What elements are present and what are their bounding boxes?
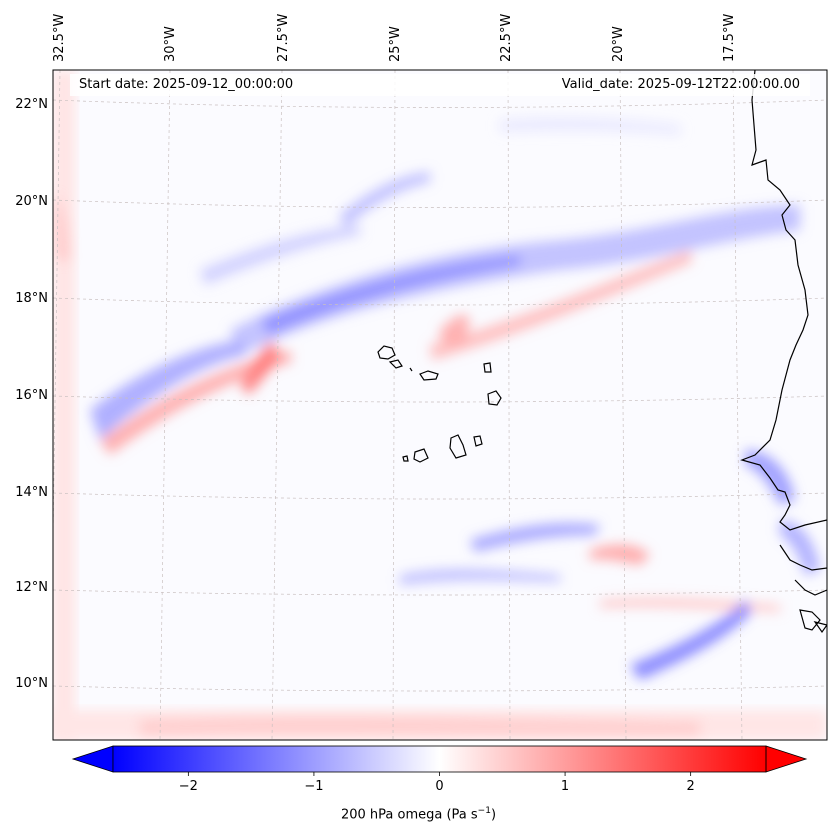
gridlines (53, 70, 827, 740)
lat-label-14n: 14°N (15, 485, 48, 500)
lon-label-22-5w: 22.5°W (499, 13, 514, 62)
lat-label-22n: 22°N (15, 97, 48, 112)
lon-label-25w: 25°W (388, 26, 403, 62)
colorbar-high-extend (765, 745, 808, 773)
lon-label-17-5w: 17.5°W (722, 13, 737, 62)
lat-label-16n: 16°N (15, 388, 48, 403)
colorbar-tick-label: −1 (304, 779, 324, 794)
map-frame (52, 69, 828, 741)
coastlines (377, 70, 827, 634)
colorbar-units-exponent: −1 (477, 806, 491, 816)
start-date-text: Start date: 2025-09-12_00:00:00 (79, 77, 294, 92)
lat-label-18n: 18°N (15, 291, 48, 306)
colorbar-units-close: ) (490, 807, 497, 823)
colorbar-tick-label: 1 (560, 779, 570, 794)
lat-label-10n: 10°N (15, 676, 48, 691)
lon-label-32-5w: 32.5°W (52, 13, 67, 62)
omega-field (53, 70, 827, 740)
lon-label-20w: 20°W (611, 26, 626, 62)
colorbar-low-extend (71, 745, 114, 773)
lat-label-12n: 12°N (15, 580, 48, 595)
colorbar-gradient (113, 746, 766, 772)
lon-label-27-5w: 27.5°W (276, 13, 291, 62)
lon-label-30w: 30°W (163, 26, 178, 62)
colorbar-label: 200 hPa omega (Pa s−1) (0, 806, 837, 822)
valid-date-text: Valid_date: 2025-09-12T22:00:00.00 (561, 77, 800, 92)
colorbar-variable: 200 hPa omega (340, 807, 443, 823)
colorbar-tick-label: 2 (686, 779, 695, 794)
colorbar-tick-label: −2 (178, 779, 198, 794)
colorbar (71, 745, 808, 776)
colorbar-units: (Pa s (446, 807, 478, 823)
lat-label-20n: 20°N (15, 194, 48, 209)
colorbar-tick-label: 0 (435, 779, 444, 794)
annotation-band (70, 74, 810, 96)
